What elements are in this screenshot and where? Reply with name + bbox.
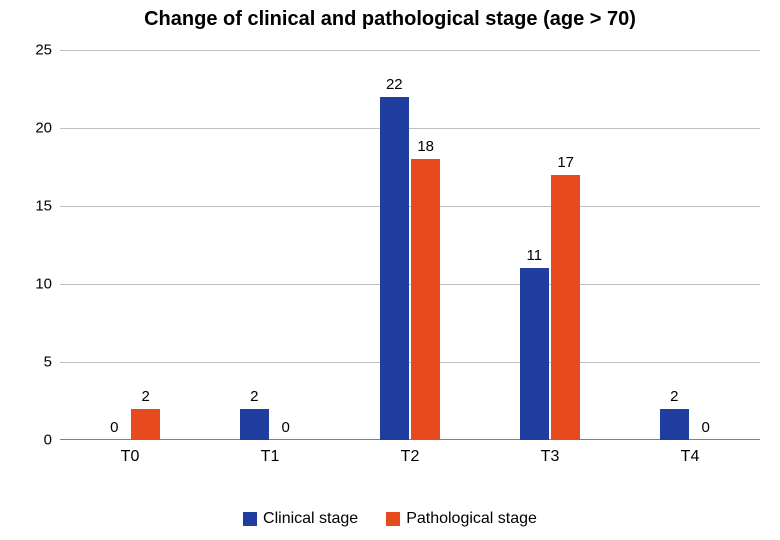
y-tick-label: 5 bbox=[44, 354, 52, 371]
bar: 2 bbox=[240, 409, 269, 440]
category-label: T1 bbox=[261, 448, 280, 466]
legend-swatch bbox=[243, 512, 257, 526]
category-label: T3 bbox=[541, 448, 560, 466]
category-label: T4 bbox=[681, 448, 700, 466]
y-tick-label: 10 bbox=[35, 276, 52, 293]
bar-value-label: 2 bbox=[670, 388, 678, 405]
chart-container: Change of clinical and pathological stag… bbox=[0, 0, 780, 540]
bar-value-label: 18 bbox=[417, 138, 434, 155]
category-label: T0 bbox=[121, 448, 140, 466]
y-tick-label: 25 bbox=[35, 42, 52, 59]
bar-value-label: 0 bbox=[281, 419, 289, 436]
bar: 2 bbox=[131, 409, 160, 440]
bar: 11 bbox=[520, 268, 549, 440]
category-group: 20T1 bbox=[221, 50, 319, 440]
category-group: 2218T2 bbox=[361, 50, 459, 440]
plot-area: 051015202502T020T12218T21117T320T4 bbox=[60, 50, 760, 440]
bar-value-label: 0 bbox=[701, 419, 709, 436]
legend-item: Clinical stage bbox=[243, 510, 358, 528]
bar: 22 bbox=[380, 97, 409, 440]
category-group: 1117T3 bbox=[501, 50, 599, 440]
y-tick-label: 15 bbox=[35, 198, 52, 215]
bar-value-label: 17 bbox=[557, 154, 574, 171]
legend-label: Clinical stage bbox=[263, 510, 358, 528]
bar: 17 bbox=[551, 175, 580, 440]
bar: 18 bbox=[411, 159, 440, 440]
y-tick-label: 20 bbox=[35, 120, 52, 137]
bar-value-label: 11 bbox=[527, 247, 543, 264]
y-tick-label: 0 bbox=[44, 432, 52, 449]
bar-value-label: 0 bbox=[110, 419, 118, 436]
legend-swatch bbox=[386, 512, 400, 526]
legend-item: Pathological stage bbox=[386, 510, 537, 528]
category-group: 02T0 bbox=[81, 50, 179, 440]
bar: 2 bbox=[660, 409, 689, 440]
bar-value-label: 2 bbox=[141, 388, 149, 405]
category-group: 20T4 bbox=[641, 50, 739, 440]
bar-value-label: 22 bbox=[386, 76, 403, 93]
legend: Clinical stage Pathological stage bbox=[0, 510, 780, 528]
legend-label: Pathological stage bbox=[406, 510, 537, 528]
bar-value-label: 2 bbox=[250, 388, 258, 405]
chart-title: Change of clinical and pathological stag… bbox=[0, 8, 780, 31]
category-label: T2 bbox=[401, 448, 420, 466]
